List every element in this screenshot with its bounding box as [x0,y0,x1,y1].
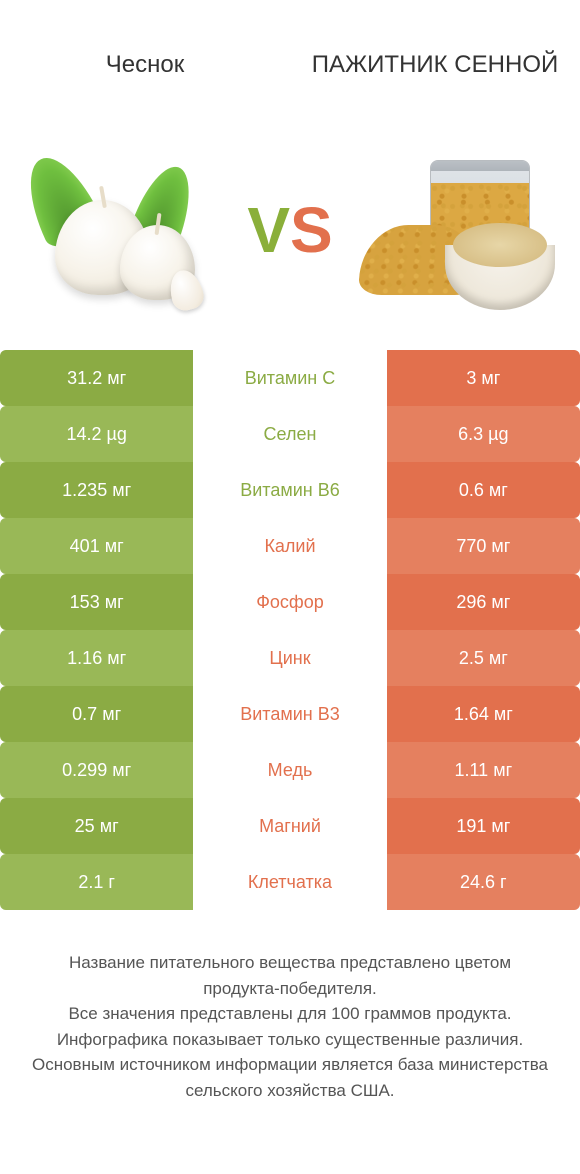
right-value: 1.11 мг [387,742,580,798]
left-value: 1.16 мг [0,630,193,686]
right-value: 770 мг [387,518,580,574]
right-value: 3 мг [387,350,580,406]
nutrient-name: Калий [193,518,386,574]
vs-label: VS [230,193,350,267]
left-value: 0.7 мг [0,686,193,742]
left-value: 1.235 мг [0,462,193,518]
right-value: 2.5 мг [387,630,580,686]
right-value: 296 мг [387,574,580,630]
left-value: 2.1 г [0,854,193,910]
table-row: 31.2 мгВитамин C3 мг [0,350,580,406]
table-row: 25 мгМагний191 мг [0,798,580,854]
left-value: 153 мг [0,574,193,630]
footnote-line: Основным источником информации является … [30,1052,550,1103]
table-row: 1.16 мгЦинк2.5 мг [0,630,580,686]
left-value: 25 мг [0,798,193,854]
header: Чеснок ПАЖИТНИК СЕННОЙ [0,0,580,130]
right-value: 24.6 г [387,854,580,910]
nutrient-name: Медь [193,742,386,798]
nutrient-name: Витамин B3 [193,686,386,742]
right-product-image [360,140,560,320]
footnotes: Название питательного вещества представл… [0,910,580,1103]
table-row: 401 мгКалий770 мг [0,518,580,574]
footnote-line: Инфографика показывает только существенн… [30,1027,550,1053]
vs-v: V [247,193,290,267]
left-value: 31.2 мг [0,350,193,406]
right-value: 0.6 мг [387,462,580,518]
right-product-title: ПАЖИТНИК СЕННОЙ [310,51,560,80]
nutrient-name: Витамин C [193,350,386,406]
vs-s: S [290,193,333,267]
nutrient-name: Магний [193,798,386,854]
nutrient-name: Клетчатка [193,854,386,910]
right-value: 191 мг [387,798,580,854]
left-product-title: Чеснок [20,51,270,79]
left-value: 401 мг [0,518,193,574]
left-value: 14.2 µg [0,406,193,462]
table-row: 1.235 мгВитамин B60.6 мг [0,462,580,518]
comparison-table: 31.2 мгВитамин C3 мг14.2 µgСелен6.3 µg1.… [0,350,580,910]
table-row: 153 мгФосфор296 мг [0,574,580,630]
footnote-line: Все значения представлены для 100 граммо… [30,1001,550,1027]
nutrient-name: Витамин B6 [193,462,386,518]
left-value: 0.299 мг [0,742,193,798]
images-row: VS [0,130,580,350]
table-row: 14.2 µgСелен6.3 µg [0,406,580,462]
right-value: 1.64 мг [387,686,580,742]
right-value: 6.3 µg [387,406,580,462]
nutrient-name: Селен [193,406,386,462]
nutrient-name: Цинк [193,630,386,686]
footnote-line: Название питательного вещества представл… [30,950,550,1001]
left-product-image [20,140,220,320]
table-row: 2.1 гКлетчатка24.6 г [0,854,580,910]
table-row: 0.299 мгМедь1.11 мг [0,742,580,798]
table-row: 0.7 мгВитамин B31.64 мг [0,686,580,742]
nutrient-name: Фосфор [193,574,386,630]
